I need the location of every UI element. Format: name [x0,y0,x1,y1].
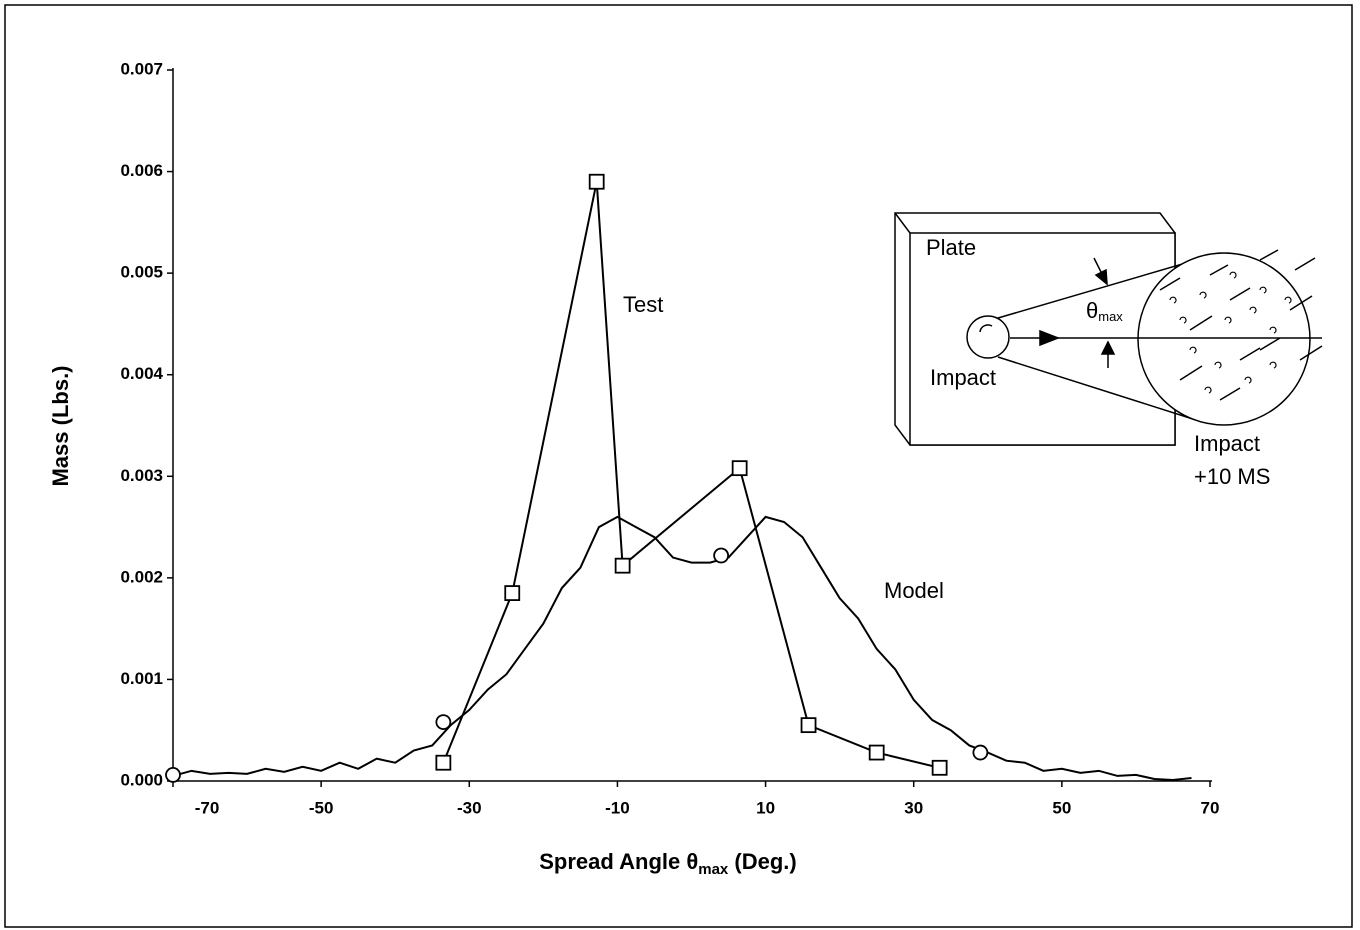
inset-label: Impact [1194,431,1260,456]
y-tick-label: 0.007 [120,59,163,78]
square-marker [435,754,452,771]
circle-marker [165,767,181,783]
y-axis-label: Mass (Lbs.) [48,365,73,486]
cone-line [997,356,1197,421]
x-tick-label: 10 [756,798,775,817]
circle-marker [435,714,452,730]
square-marker [731,460,748,477]
series-line [442,181,940,769]
y-tick-label: 0.001 [120,669,163,688]
circle-marker [972,744,989,761]
square-marker [800,717,817,734]
x-label-main: Spread Angle θ [539,849,698,874]
y-tick-label: 0.006 [120,161,163,180]
spray-particles [1169,271,1292,394]
impact-circle [966,315,1010,359]
y-tick-label: 0.003 [120,466,163,485]
arrow [1100,340,1116,355]
cone-line [997,259,1197,319]
impact-mark [979,324,993,333]
square-marker [614,557,631,574]
x-tick-label: -10 [605,798,630,817]
square-marker [868,744,885,761]
arrow [1039,329,1061,347]
x-tick-label: 50 [1052,798,1071,817]
circle-marker [713,547,730,564]
annotation: Test [623,292,663,317]
x-tick-label: -30 [457,798,482,817]
inset-angle: θmax [1086,298,1123,325]
x-tick-label: 70 [1201,798,1220,817]
x-tick-label: -70 [195,798,220,817]
y-tick-label: 0.000 [120,770,163,789]
square-marker [588,173,605,190]
y-tick-label: 0.004 [120,364,163,383]
square-marker [504,585,521,601]
y-tick-label: 0.005 [120,263,163,282]
x-label-unit: (Deg.) [728,849,796,874]
inset-label: +10 MS [1194,464,1270,489]
arrow [1094,268,1108,286]
angle-symbol: θ [1086,298,1098,323]
plate-edge [894,212,911,234]
x-tick-label: -50 [309,798,334,817]
angle-sub: max [1098,309,1123,324]
spray-circle [1137,252,1311,426]
y-tick-label: 0.002 [120,567,163,586]
annotation: Model [884,578,944,603]
inset-label: Impact [930,365,996,390]
frame [4,4,1353,928]
inset-label: Plate [926,235,976,260]
square-marker [931,759,948,776]
series-line [172,515,1192,781]
x-label-sub: max [698,861,729,878]
x-axis-label: Spread Angle θmax (Deg.) [539,849,796,878]
spray-dashes [1159,249,1323,401]
inset-diagram [894,212,1323,446]
x-tick-label: 30 [904,798,923,817]
